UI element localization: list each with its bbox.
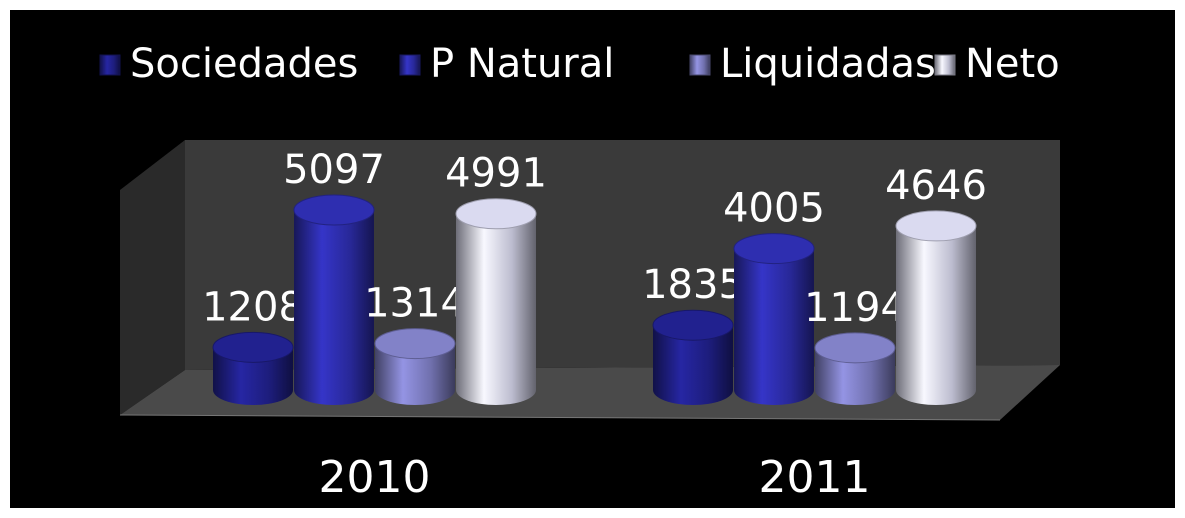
bar-top	[374, 328, 456, 360]
value-label: 1208	[202, 284, 304, 330]
bar	[375, 343, 455, 405]
back-wall	[185, 140, 1060, 370]
legend-marker	[99, 54, 121, 76]
bar	[896, 225, 976, 405]
bar	[734, 248, 814, 405]
value-label: 5097	[283, 147, 385, 193]
value-label: 4991	[445, 151, 547, 197]
bar-top	[733, 233, 815, 265]
bar	[456, 213, 536, 405]
bar-top	[293, 194, 375, 226]
bar-top	[895, 210, 977, 242]
legend-marker	[399, 54, 421, 76]
side-wall	[120, 140, 185, 415]
floor-edge	[119, 414, 1001, 421]
bar	[213, 347, 293, 405]
bar	[815, 347, 895, 405]
bar-top	[212, 331, 294, 363]
bar-top	[814, 332, 896, 364]
x-tick-label: 2010	[319, 452, 431, 503]
legend-marker	[689, 54, 711, 76]
bar	[294, 210, 374, 405]
legend-label: Sociedades	[130, 41, 358, 87]
legend-label: Liquidadas	[720, 41, 936, 87]
value-label: 1835	[642, 262, 744, 308]
x-tick-label: 2011	[759, 452, 871, 503]
value-label: 4005	[723, 186, 825, 232]
bar-top	[455, 198, 537, 230]
bar-top	[652, 309, 734, 341]
value-label: 1194	[804, 285, 906, 331]
value-label: 4646	[885, 163, 987, 209]
legend-marker	[934, 54, 956, 76]
bar	[653, 325, 733, 405]
value-label: 1314	[364, 281, 466, 327]
legend-label: Neto	[965, 41, 1060, 87]
legend-label: P Natural	[430, 41, 614, 87]
